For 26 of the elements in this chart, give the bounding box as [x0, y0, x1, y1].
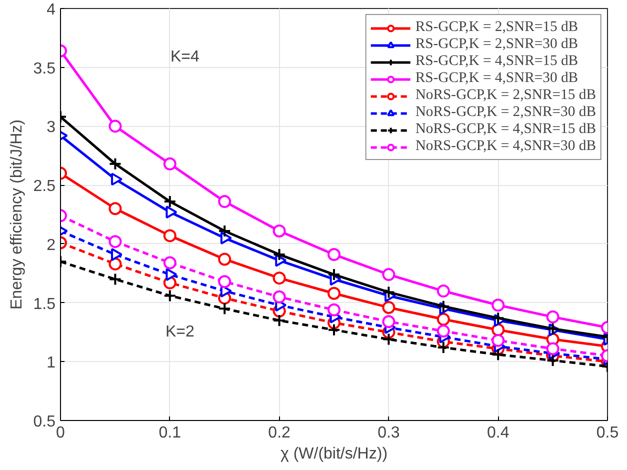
legend-label: NoRS-GCP,K = 2,SNR=15 dB	[415, 87, 596, 104]
x-tick-label: 0.1	[158, 424, 182, 442]
y-axis-title: Energy efficiency (bit/J/Hz)	[8, 119, 26, 310]
x-tick-label: 0.2	[268, 424, 291, 442]
x-tick-label: 0.3	[378, 424, 400, 442]
y-tick-label: 2.5	[33, 178, 56, 196]
legend-label: RS-GCP,K = 2,SNR=30 dB	[415, 36, 578, 53]
x-tick-label: 0.4	[486, 424, 510, 442]
x-tick-label: 0	[56, 424, 66, 442]
legend-label: RS-GCP,K = 4,SNR=15 dB	[415, 53, 578, 70]
legend-label: RS-GCP,K = 2,SNR=15 dB	[415, 19, 578, 36]
legend-label: RS-GCP,K = 4,SNR=30 dB	[415, 70, 578, 87]
legend-label: NoRS-GCP,K = 4,SNR=15 dB	[415, 121, 596, 138]
y-tick-label: 4	[46, 2, 56, 18]
x-tick-label: 0.5	[596, 424, 619, 442]
y-tick-label: 3	[46, 119, 56, 136]
annotation: K=4	[170, 48, 200, 66]
y-tick-label: 1	[46, 354, 56, 372]
annotation: K=2	[166, 324, 195, 340]
y-tick-label: 0.5	[33, 414, 56, 430]
y-tick-label: 2	[46, 236, 56, 254]
y-tick-label: 3.5	[33, 60, 56, 78]
legend-label: NoRS-GCP,K = 2,SNR=30 dB	[415, 104, 596, 121]
x-axis-title: χ (W/(bit/s/Hz))	[280, 446, 388, 462]
y-tick-label: 1.5	[33, 296, 56, 313]
legend-label: NoRS-GCP,K = 4,SNR=30 dB	[415, 138, 596, 155]
